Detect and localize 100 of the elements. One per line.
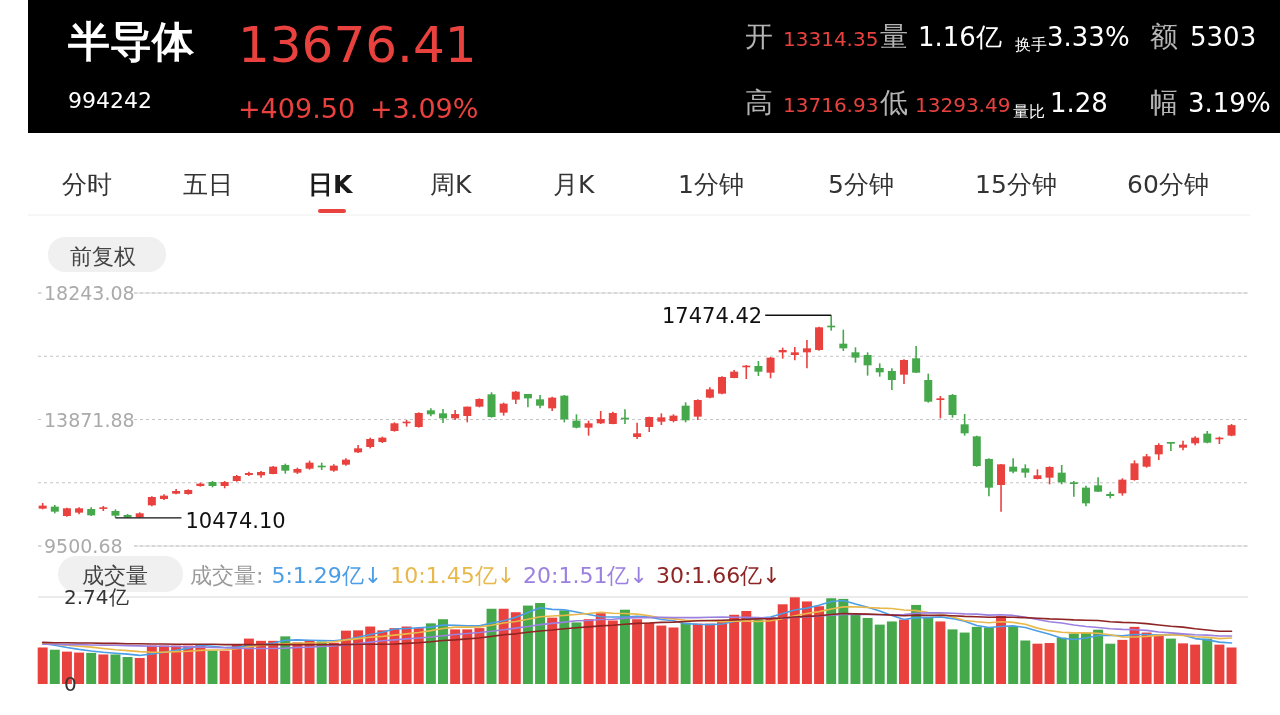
- bar: [595, 613, 606, 684]
- bar: [86, 652, 97, 684]
- text: 幅: [1150, 86, 1178, 119]
- series-label: 5:1.29亿↓: [271, 563, 383, 588]
- bar: [1153, 634, 1164, 684]
- line-series: [41, 606, 1233, 654]
- bar: [1141, 632, 1152, 684]
- text: 5分钟: [828, 170, 894, 199]
- candlestick: [802, 339, 811, 370]
- bar: [510, 612, 521, 684]
- candlestick: [815, 325, 824, 352]
- bar: [462, 629, 473, 684]
- bar: [704, 623, 715, 684]
- bar: [923, 617, 934, 684]
- bar: [765, 617, 776, 684]
- annotation: 17474.42: [662, 304, 763, 329]
- bar: [559, 610, 570, 684]
- bar: [1032, 643, 1043, 684]
- bar: [971, 626, 982, 684]
- text: 日K: [308, 170, 354, 199]
- bar: [474, 628, 485, 684]
- chart-title: 成交量: [82, 563, 148, 588]
- y-tick-label: 9500.68: [44, 535, 123, 557]
- bar: [729, 614, 740, 684]
- bar: [1056, 637, 1067, 684]
- candlestick: [1045, 465, 1054, 486]
- annotation: 10474.10: [185, 508, 286, 533]
- bar: [789, 597, 800, 684]
- bar: [814, 606, 825, 684]
- text: 1分钟: [678, 170, 744, 199]
- bar: [753, 619, 764, 684]
- candlestick: [790, 346, 799, 362]
- bar: [256, 640, 266, 684]
- candlestick: [1166, 441, 1175, 452]
- bar: [620, 609, 630, 684]
- candlestick: [487, 391, 496, 419]
- text: +3.09%: [370, 93, 479, 124]
- bar: [583, 619, 594, 684]
- text: 3.19%: [1188, 88, 1271, 118]
- candlestick: [899, 358, 908, 385]
- bar: [801, 601, 812, 684]
- bar: [826, 598, 837, 684]
- bar: [717, 622, 727, 684]
- candlestick: [560, 394, 569, 424]
- bar: [316, 641, 327, 684]
- bar: [522, 605, 533, 684]
- candlestick: [1081, 484, 1090, 508]
- bar: [292, 642, 303, 684]
- bar: [340, 630, 351, 684]
- bar: [1165, 638, 1176, 684]
- bar: [243, 638, 254, 684]
- bar: [1093, 629, 1104, 684]
- candlestick: [936, 395, 945, 420]
- series-label: 30:1.66亿↓: [655, 563, 781, 588]
- bar: [37, 647, 48, 684]
- candlestick: [912, 345, 921, 374]
- bar: [1202, 638, 1213, 684]
- series-label: 20:1.51亿↓: [523, 563, 648, 588]
- text: 周K: [430, 170, 472, 199]
- bar: [159, 645, 169, 684]
- bar: [692, 623, 703, 684]
- text: 换手: [1015, 35, 1047, 54]
- bar: [219, 650, 230, 684]
- bar: [328, 642, 339, 684]
- bar: [983, 627, 994, 684]
- bar: [547, 617, 558, 684]
- bar: [1008, 626, 1019, 684]
- candlestick: [1069, 480, 1078, 498]
- text: 高: [745, 86, 773, 119]
- bar: [680, 622, 691, 684]
- bar: [607, 620, 618, 684]
- bar: [1117, 639, 1128, 684]
- bar: [1226, 647, 1237, 684]
- bar: [1068, 633, 1079, 684]
- bar: [438, 619, 448, 684]
- bar: [49, 649, 60, 684]
- y-tick-label: 13871.88: [44, 408, 135, 431]
- bar: [959, 632, 970, 684]
- text: 前复权: [70, 244, 136, 269]
- bar: [741, 610, 752, 684]
- bar: [450, 629, 461, 684]
- bar: [935, 621, 946, 684]
- bar: [632, 619, 643, 684]
- bar: [1080, 632, 1091, 684]
- bar: [1020, 640, 1031, 684]
- bar: [498, 608, 509, 684]
- candlestick: [1057, 464, 1066, 486]
- bar: [777, 604, 788, 684]
- text: 13716.93: [783, 93, 879, 117]
- text: +409.50: [238, 93, 356, 124]
- text: 低: [880, 86, 908, 119]
- candlestick: [681, 401, 690, 424]
- text: 开: [745, 20, 773, 53]
- text: 13293.49: [915, 93, 1011, 117]
- text: 量: [880, 20, 908, 53]
- text: 量比: [1013, 102, 1045, 121]
- bar: [122, 657, 133, 684]
- series-label: 10:1.45亿↓: [390, 563, 516, 588]
- chart-title: 半导体: [67, 17, 195, 66]
- candlestick: [960, 413, 969, 437]
